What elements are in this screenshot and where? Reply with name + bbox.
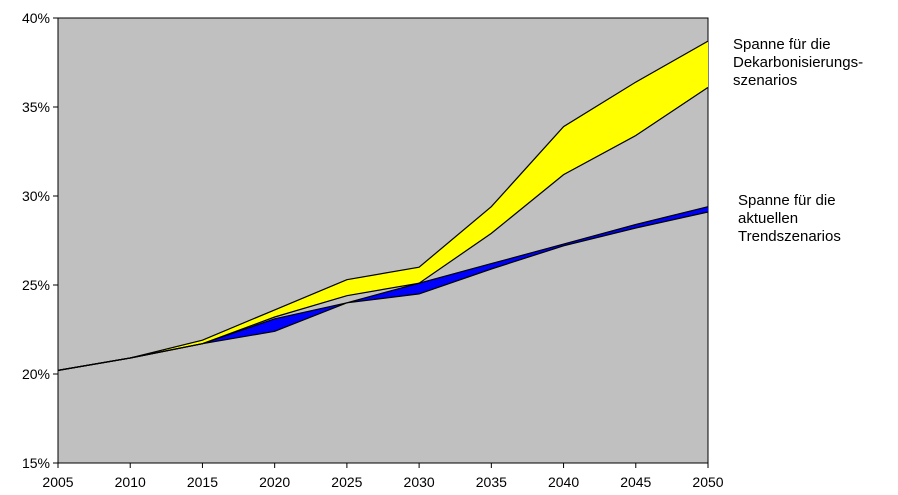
- y-tick-label: 35%: [22, 99, 50, 115]
- legend-label-trend: Spanne für die aktuellen Trendszenarios: [738, 192, 841, 246]
- x-tick-label: 2030: [404, 474, 435, 490]
- x-tick-label: 2025: [331, 474, 362, 490]
- x-tick-label: 2010: [115, 474, 146, 490]
- series-lines-group: [57, 40, 709, 371]
- x-tick-label: 2015: [187, 474, 218, 490]
- y-tick-label: 25%: [22, 277, 50, 293]
- x-tick-label: 2040: [548, 474, 579, 490]
- x-tick-labels: 2005 2010 2015 2020 2025 2030 2035 2040 2045 2050: [42, 463, 724, 490]
- x-tick-label: 2035: [476, 474, 507, 490]
- legend-line: Spanne für die: [738, 192, 836, 209]
- y-tick-label: 20%: [22, 366, 50, 382]
- y-tick-label: 30%: [22, 188, 50, 204]
- legend-line: Spanne für die: [733, 36, 831, 53]
- y-tick-label: 15%: [22, 455, 50, 471]
- legend-line: Dekarbonisierungs-: [733, 54, 864, 71]
- x-tick-label: 2045: [620, 474, 651, 490]
- x-tick-label: 2020: [259, 474, 290, 490]
- y-tick-label: 40%: [22, 10, 50, 26]
- legend-label-decarbonisation: Spanne für die Dekarbonisierungs- szenar…: [733, 36, 863, 90]
- series-line-lower: [57, 211, 709, 371]
- series-line-upper: [57, 40, 709, 371]
- x-tick-label: 2050: [692, 474, 723, 490]
- x-tick-label: 2005: [42, 474, 73, 490]
- axes-group: [57, 18, 708, 464]
- legend-line: aktuellen: [738, 210, 799, 227]
- legend-line: Trendszenarios: [738, 228, 841, 245]
- y-tick-labels: 15% 20% 25% 30% 35% 40%: [22, 10, 58, 471]
- plot-area: [57, 17, 709, 464]
- legend-line: szenarios: [733, 72, 798, 89]
